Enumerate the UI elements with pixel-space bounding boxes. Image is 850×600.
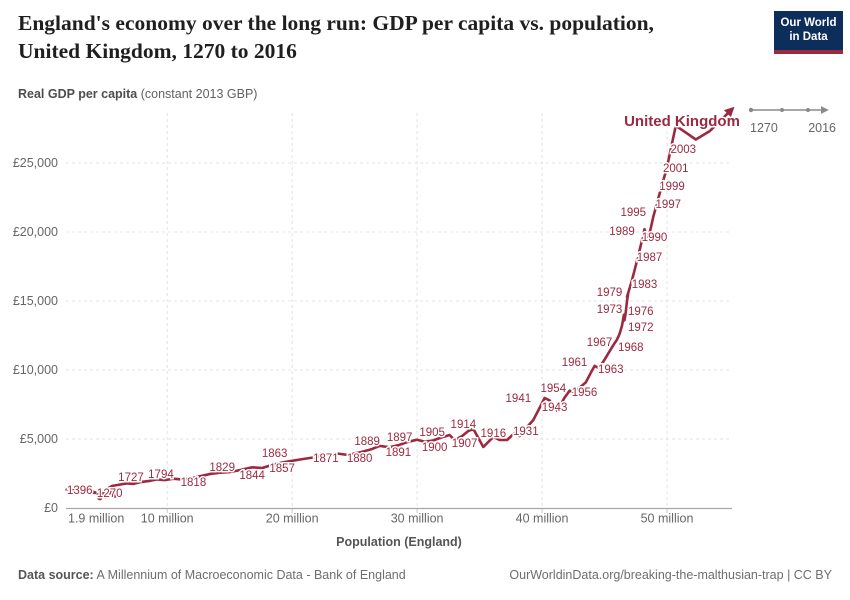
chart-footer: Data source: A Millennium of Macroeconom… [0, 568, 850, 582]
chart-title-line2: United Kingdom, 1270 to 2016 [18, 38, 297, 63]
year-label: 1931 [513, 426, 539, 438]
year-label: 1956 [572, 387, 598, 399]
data-source-value: A Millennium of Macroeconomic Data - Ban… [93, 568, 406, 582]
year-label: 1979 [597, 287, 623, 299]
year-label: 1396 [67, 485, 93, 497]
year-label: 1968 [618, 342, 644, 354]
timeline-dot-icon [780, 108, 784, 112]
x-axis-title: Population (England) [336, 535, 462, 549]
y-axis-label-text: Real GDP per capita [18, 87, 138, 101]
data-source-label: Data source: [18, 568, 94, 582]
timeline-end-year[interactable]: 2016 [808, 121, 836, 135]
year-label: 1794 [148, 469, 174, 481]
year-label: 1973 [597, 304, 623, 316]
owid-logo[interactable]: Our World in Data [774, 11, 843, 54]
year-label: 1989 [609, 226, 635, 238]
year-label: 1829 [209, 462, 235, 474]
year-label: 1972 [628, 322, 654, 334]
year-label: 1905 [419, 427, 445, 439]
year-label: 1727 [118, 472, 144, 484]
x-axis-tick-label: 30 million [391, 512, 444, 526]
year-label: 1954 [541, 383, 567, 395]
x-axis-tick-label: 50 million [641, 512, 694, 526]
year-label: 1914 [451, 419, 477, 431]
year-label: 1818 [181, 477, 207, 489]
y-axis-tick-label: £10,000 [13, 363, 58, 377]
year-label: 1891 [386, 447, 412, 459]
timeline-track[interactable] [744, 101, 838, 115]
y-axis-tick-label: £20,000 [13, 225, 58, 239]
year-label: 1967 [587, 337, 613, 349]
chart-subtitle: Real GDP per capita (constant 2013 GBP) [18, 87, 257, 101]
year-label: 1963 [598, 364, 624, 376]
year-label: 1916 [481, 428, 507, 440]
year-label: 1897 [387, 432, 413, 444]
timeline-start-handle[interactable] [748, 107, 754, 113]
chart-title-line1: England's economy over the long run: GDP… [18, 11, 654, 35]
year-label: 1857 [269, 463, 295, 475]
year-label: 1997 [655, 199, 681, 211]
year-label: 1880 [347, 453, 373, 465]
y-axis-tick-label: £5,000 [20, 432, 58, 446]
year-label: 1976 [628, 306, 654, 318]
y-axis-tick-label: £0 [44, 501, 58, 515]
axes: 1.9 million 10 million 20 million 30 millio… [13, 156, 732, 549]
timeline-dot-icon [806, 108, 810, 112]
timeline-start-year[interactable]: 1270 [750, 121, 778, 135]
y-axis-tick-label: £25,000 [13, 156, 58, 170]
chart-title: England's economy over the long run: GDP… [18, 10, 763, 66]
year-label: 1889 [354, 436, 380, 448]
y-axis-tick-label: £15,000 [13, 294, 58, 308]
year-label: 1995 [620, 207, 646, 219]
gridlines [66, 113, 732, 507]
year-label: 1983 [632, 279, 658, 291]
year-label: 1270 [97, 488, 123, 500]
year-label: 1999 [659, 181, 685, 193]
year-label: 1990 [642, 232, 668, 244]
year-label: 1943 [542, 402, 568, 414]
uk-series[interactable] [65, 106, 735, 501]
year-label: 1961 [562, 357, 588, 369]
x-axis-tick-label: 20 million [266, 512, 319, 526]
data-source-note: Data source: A Millennium of Macroeconom… [18, 568, 406, 582]
year-label: 1941 [506, 393, 532, 405]
uk-series-line[interactable] [65, 106, 735, 499]
year-label: 2003 [670, 144, 696, 156]
series-start-dot [96, 494, 103, 501]
x-axis-tick-label: 40 million [516, 512, 569, 526]
series-entity-label[interactable]: United Kingdom [623, 112, 742, 132]
year-label: 1871 [313, 453, 339, 465]
year-label: 2001 [663, 163, 689, 175]
year-label: 1987 [637, 252, 663, 264]
credit-text: OurWorldinData.org/breaking-the-malthusi… [509, 568, 832, 582]
year-label: 1863 [262, 448, 288, 460]
year-label: 1844 [239, 470, 265, 482]
credit-link[interactable]: OurWorldinData.org/breaking-the-malthusi… [509, 568, 832, 582]
x-axis-tick-label: 1.9 million [68, 512, 124, 526]
x-axis-tick-label: 10 million [141, 512, 194, 526]
owid-logo-line2: in Data [789, 30, 828, 43]
year-label: 1900 [422, 442, 448, 454]
owid-logo-line1: Our World [780, 16, 837, 29]
timeline-scrubber[interactable]: 1270 2016 [744, 101, 838, 135]
y-axis-unit-text: (constant 2013 GBP) [137, 87, 258, 101]
year-label: 1907 [452, 438, 478, 450]
